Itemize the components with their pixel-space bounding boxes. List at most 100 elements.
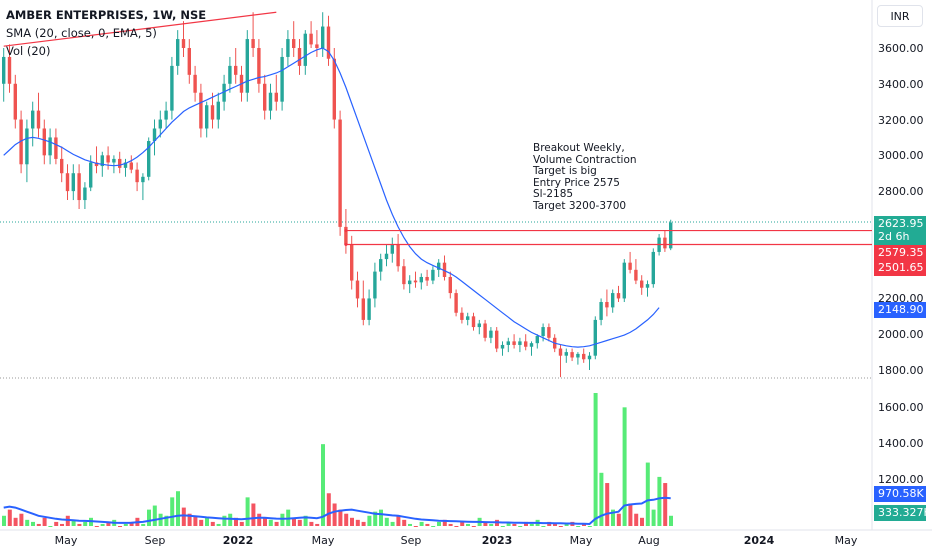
candle-body xyxy=(651,251,655,285)
annotation-line: Breakout Weekly, xyxy=(533,142,625,154)
candle-body xyxy=(60,158,64,174)
candle xyxy=(489,327,493,344)
volume-legend[interactable]: Vol (20) xyxy=(6,44,51,58)
price-tick-label: 1800.00 xyxy=(878,364,924,377)
volume-bar xyxy=(454,526,459,527)
candle-body xyxy=(147,141,151,177)
candle-body xyxy=(640,280,644,288)
candle xyxy=(442,255,447,281)
candle xyxy=(112,155,116,174)
volume-bar xyxy=(466,523,470,526)
candle xyxy=(147,137,151,181)
candle xyxy=(292,21,296,57)
sma-line xyxy=(3,47,660,348)
candle-body xyxy=(355,280,360,299)
candle-body xyxy=(326,26,331,59)
candle-body xyxy=(634,269,638,281)
candle xyxy=(582,348,586,363)
candle-body xyxy=(576,353,580,358)
candle xyxy=(31,101,35,147)
annotation-line: Target is big xyxy=(533,165,597,177)
candle-body xyxy=(645,284,650,288)
candle xyxy=(2,48,6,102)
candle-body xyxy=(297,48,302,66)
currency-button[interactable]: INR xyxy=(877,5,923,27)
volume-bar xyxy=(390,521,395,526)
candle xyxy=(512,334,516,349)
candle xyxy=(54,128,58,165)
candle-body xyxy=(13,83,17,120)
candle-body xyxy=(112,158,116,163)
candle xyxy=(535,334,539,349)
volume-bar xyxy=(483,521,488,526)
candle xyxy=(321,12,325,57)
candle xyxy=(448,271,452,299)
candle xyxy=(286,30,290,66)
countdown-badge: 2d 6h xyxy=(874,229,926,245)
volume-bar xyxy=(222,515,227,526)
volume-bar xyxy=(199,519,204,526)
candle xyxy=(228,56,232,93)
price-tick-label: 1600.00 xyxy=(878,401,924,414)
volume-bar xyxy=(512,523,517,526)
candle xyxy=(71,164,75,201)
volume-bar xyxy=(651,509,656,526)
candle-body xyxy=(518,341,522,345)
price-tick-label: 3200.00 xyxy=(878,114,924,127)
annotation-line: Volume Contraction xyxy=(533,153,637,166)
volume-bar xyxy=(640,517,644,526)
candle xyxy=(431,266,435,285)
volume-bar xyxy=(315,523,320,526)
sma-legend[interactable]: SMA (20, close, 0, EMA, 5) xyxy=(6,26,157,40)
candle xyxy=(60,146,64,183)
candle xyxy=(547,323,551,342)
volume-bar xyxy=(31,521,35,526)
candle xyxy=(373,262,377,308)
volume-bar xyxy=(164,515,169,526)
price-axis[interactable]: 3600.00 3400.00 3200.00 3000.00 2800.00 2200.… xyxy=(878,42,924,486)
candle xyxy=(367,289,371,326)
volume-bar xyxy=(7,509,12,526)
candle-body xyxy=(303,33,307,66)
candle xyxy=(605,289,609,317)
candle-body xyxy=(460,312,464,320)
candle-body xyxy=(181,39,186,48)
volume-bar xyxy=(106,521,111,526)
candle xyxy=(384,244,389,267)
volume-bar xyxy=(524,521,528,526)
volume-bar xyxy=(605,483,610,526)
candle-body xyxy=(442,262,447,277)
volume-bar xyxy=(239,521,244,526)
price-tick-label: 2800.00 xyxy=(878,185,924,198)
volume-bar xyxy=(419,521,424,526)
candle xyxy=(158,110,162,138)
trend-line xyxy=(3,11,277,47)
volume-bar xyxy=(669,515,673,526)
lower-line-badge: 2501.65 xyxy=(874,260,926,276)
candle-body xyxy=(123,162,128,168)
vol-sma-badge: 970.58K xyxy=(874,486,926,502)
candle xyxy=(355,271,360,308)
time-axis[interactable]: May Sep 2022 May Sep 2023 May Aug 2024 May xyxy=(55,534,858,547)
candle-body xyxy=(152,128,157,142)
volume-bar xyxy=(205,517,209,526)
volume-bar xyxy=(500,526,505,527)
candle xyxy=(477,319,481,335)
candle-body xyxy=(263,83,267,111)
candle xyxy=(141,173,145,201)
volume-bar xyxy=(541,526,546,527)
candle xyxy=(106,146,110,170)
candle xyxy=(611,289,615,313)
price-tick-label: 2000.00 xyxy=(878,328,924,341)
volume-bar xyxy=(71,519,76,526)
candle xyxy=(529,341,534,356)
candle-body xyxy=(286,39,290,57)
candle xyxy=(402,259,406,290)
candle-body xyxy=(593,319,597,356)
candle-body xyxy=(524,341,528,347)
candle-body xyxy=(65,173,70,192)
volume-bar xyxy=(413,526,418,527)
volume-bar xyxy=(593,393,598,526)
volume-bar xyxy=(36,523,41,526)
